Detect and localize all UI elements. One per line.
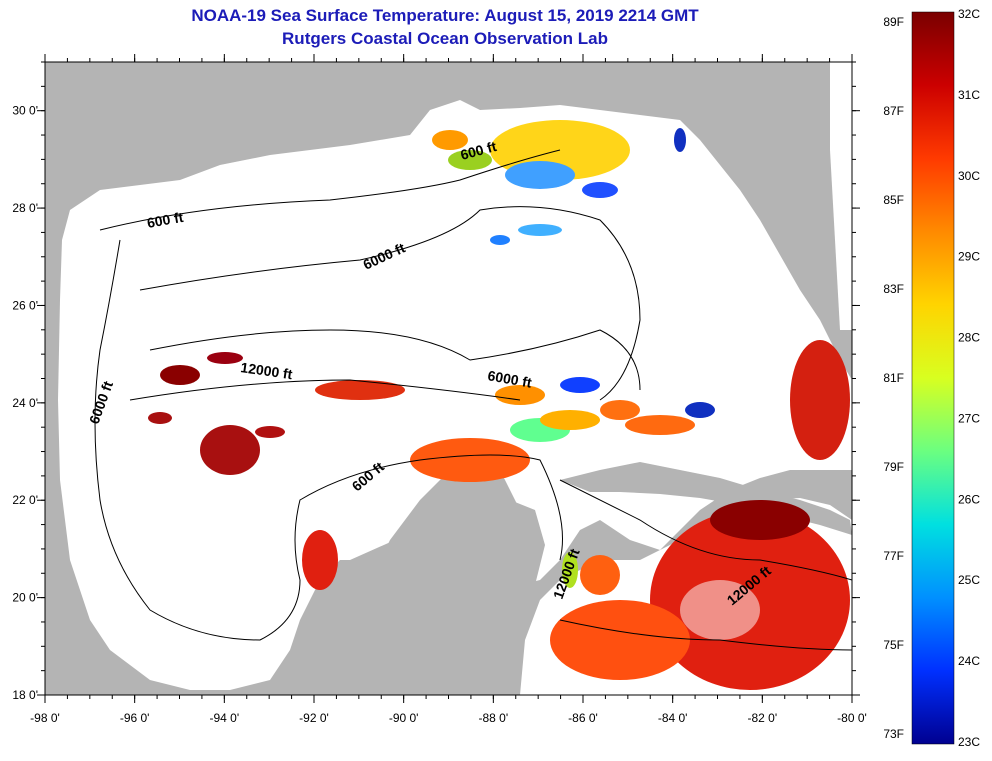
latitude-tick-label: 24 0' xyxy=(12,396,38,410)
celsius-label: 25C xyxy=(958,573,980,587)
gulf-of-mexico-water xyxy=(58,100,852,690)
longitude-tick-label: -82 0' xyxy=(748,711,778,725)
fahrenheit-label: 89F xyxy=(883,15,904,29)
fahrenheit-label: 77F xyxy=(883,549,904,563)
celsius-label: 28C xyxy=(958,331,980,345)
longitude-tick-label: -84 0' xyxy=(658,711,688,725)
yucatan-peninsula xyxy=(330,500,545,695)
fahrenheit-label: 75F xyxy=(883,638,904,652)
longitude-tick-label: -88 0' xyxy=(479,711,509,725)
celsius-label: 23C xyxy=(958,735,980,749)
celsius-label: 30C xyxy=(958,169,980,183)
latitude-tick-label: 18 0' xyxy=(12,688,38,702)
longitude-tick-label: -80 0' xyxy=(837,711,867,725)
longitude-tick-label: -98 0' xyxy=(30,711,60,725)
fahrenheit-label: 85F xyxy=(883,193,904,207)
depth-contours xyxy=(94,149,852,651)
celsius-label: 24C xyxy=(958,654,980,668)
fahrenheit-labels: 89F 87F 85F 83F 81F 79F 77F 75F 73F xyxy=(883,15,904,741)
longitude-tick-label: -94 0' xyxy=(210,711,240,725)
celsius-label: 26C xyxy=(958,492,980,506)
latitude-tick-label: 30 0' xyxy=(12,104,38,118)
latitude-tick-label: 22 0' xyxy=(12,493,38,507)
fahrenheit-label: 81F xyxy=(883,371,904,385)
contour-depth-label: 6000 ft xyxy=(486,367,533,391)
longitude-tick-label: -90 0' xyxy=(389,711,419,725)
map-subtitle: Rutgers Coastal Ocean Observation Lab xyxy=(282,29,608,48)
longitude-labels: -98 0' -96 0' -94 0' -92 0' -90 0' -88 0' -86 … xyxy=(30,711,867,725)
axis-ticks xyxy=(37,54,860,703)
sst-observations xyxy=(148,120,850,690)
celsius-label: 31C xyxy=(958,88,980,102)
fahrenheit-label: 83F xyxy=(883,282,904,296)
fahrenheit-label: 73F xyxy=(883,727,904,741)
contour-depth-label: 12000 ft xyxy=(240,359,294,382)
latitude-labels: 18 0' 20 0' 22 0' 24 0' 26 0' 28 0' 30 0' xyxy=(12,104,38,702)
latitude-tick-label: 28 0' xyxy=(12,201,38,215)
longitude-tick-label: -96 0' xyxy=(120,711,150,725)
contour-depth-label: 600 ft xyxy=(146,209,185,231)
fahrenheit-label: 87F xyxy=(883,104,904,118)
colorbar xyxy=(911,11,955,745)
celsius-label: 29C xyxy=(958,250,980,264)
celsius-label: 32C xyxy=(958,7,980,21)
longitude-tick-label: -86 0' xyxy=(568,711,598,725)
atlantic-water xyxy=(830,62,852,330)
celsius-labels: 32C 31C 30C 29C 28C 27C 26C 25C 24C 23C xyxy=(958,7,980,749)
fahrenheit-label: 79F xyxy=(883,460,904,474)
longitude-tick-label: -92 0' xyxy=(299,711,329,725)
celsius-label: 27C xyxy=(958,411,980,425)
latitude-tick-label: 20 0' xyxy=(12,591,38,605)
latitude-tick-label: 26 0' xyxy=(12,298,38,312)
cuba-island xyxy=(560,462,852,535)
map-title: NOAA-19 Sea Surface Temperature: August … xyxy=(191,6,699,25)
